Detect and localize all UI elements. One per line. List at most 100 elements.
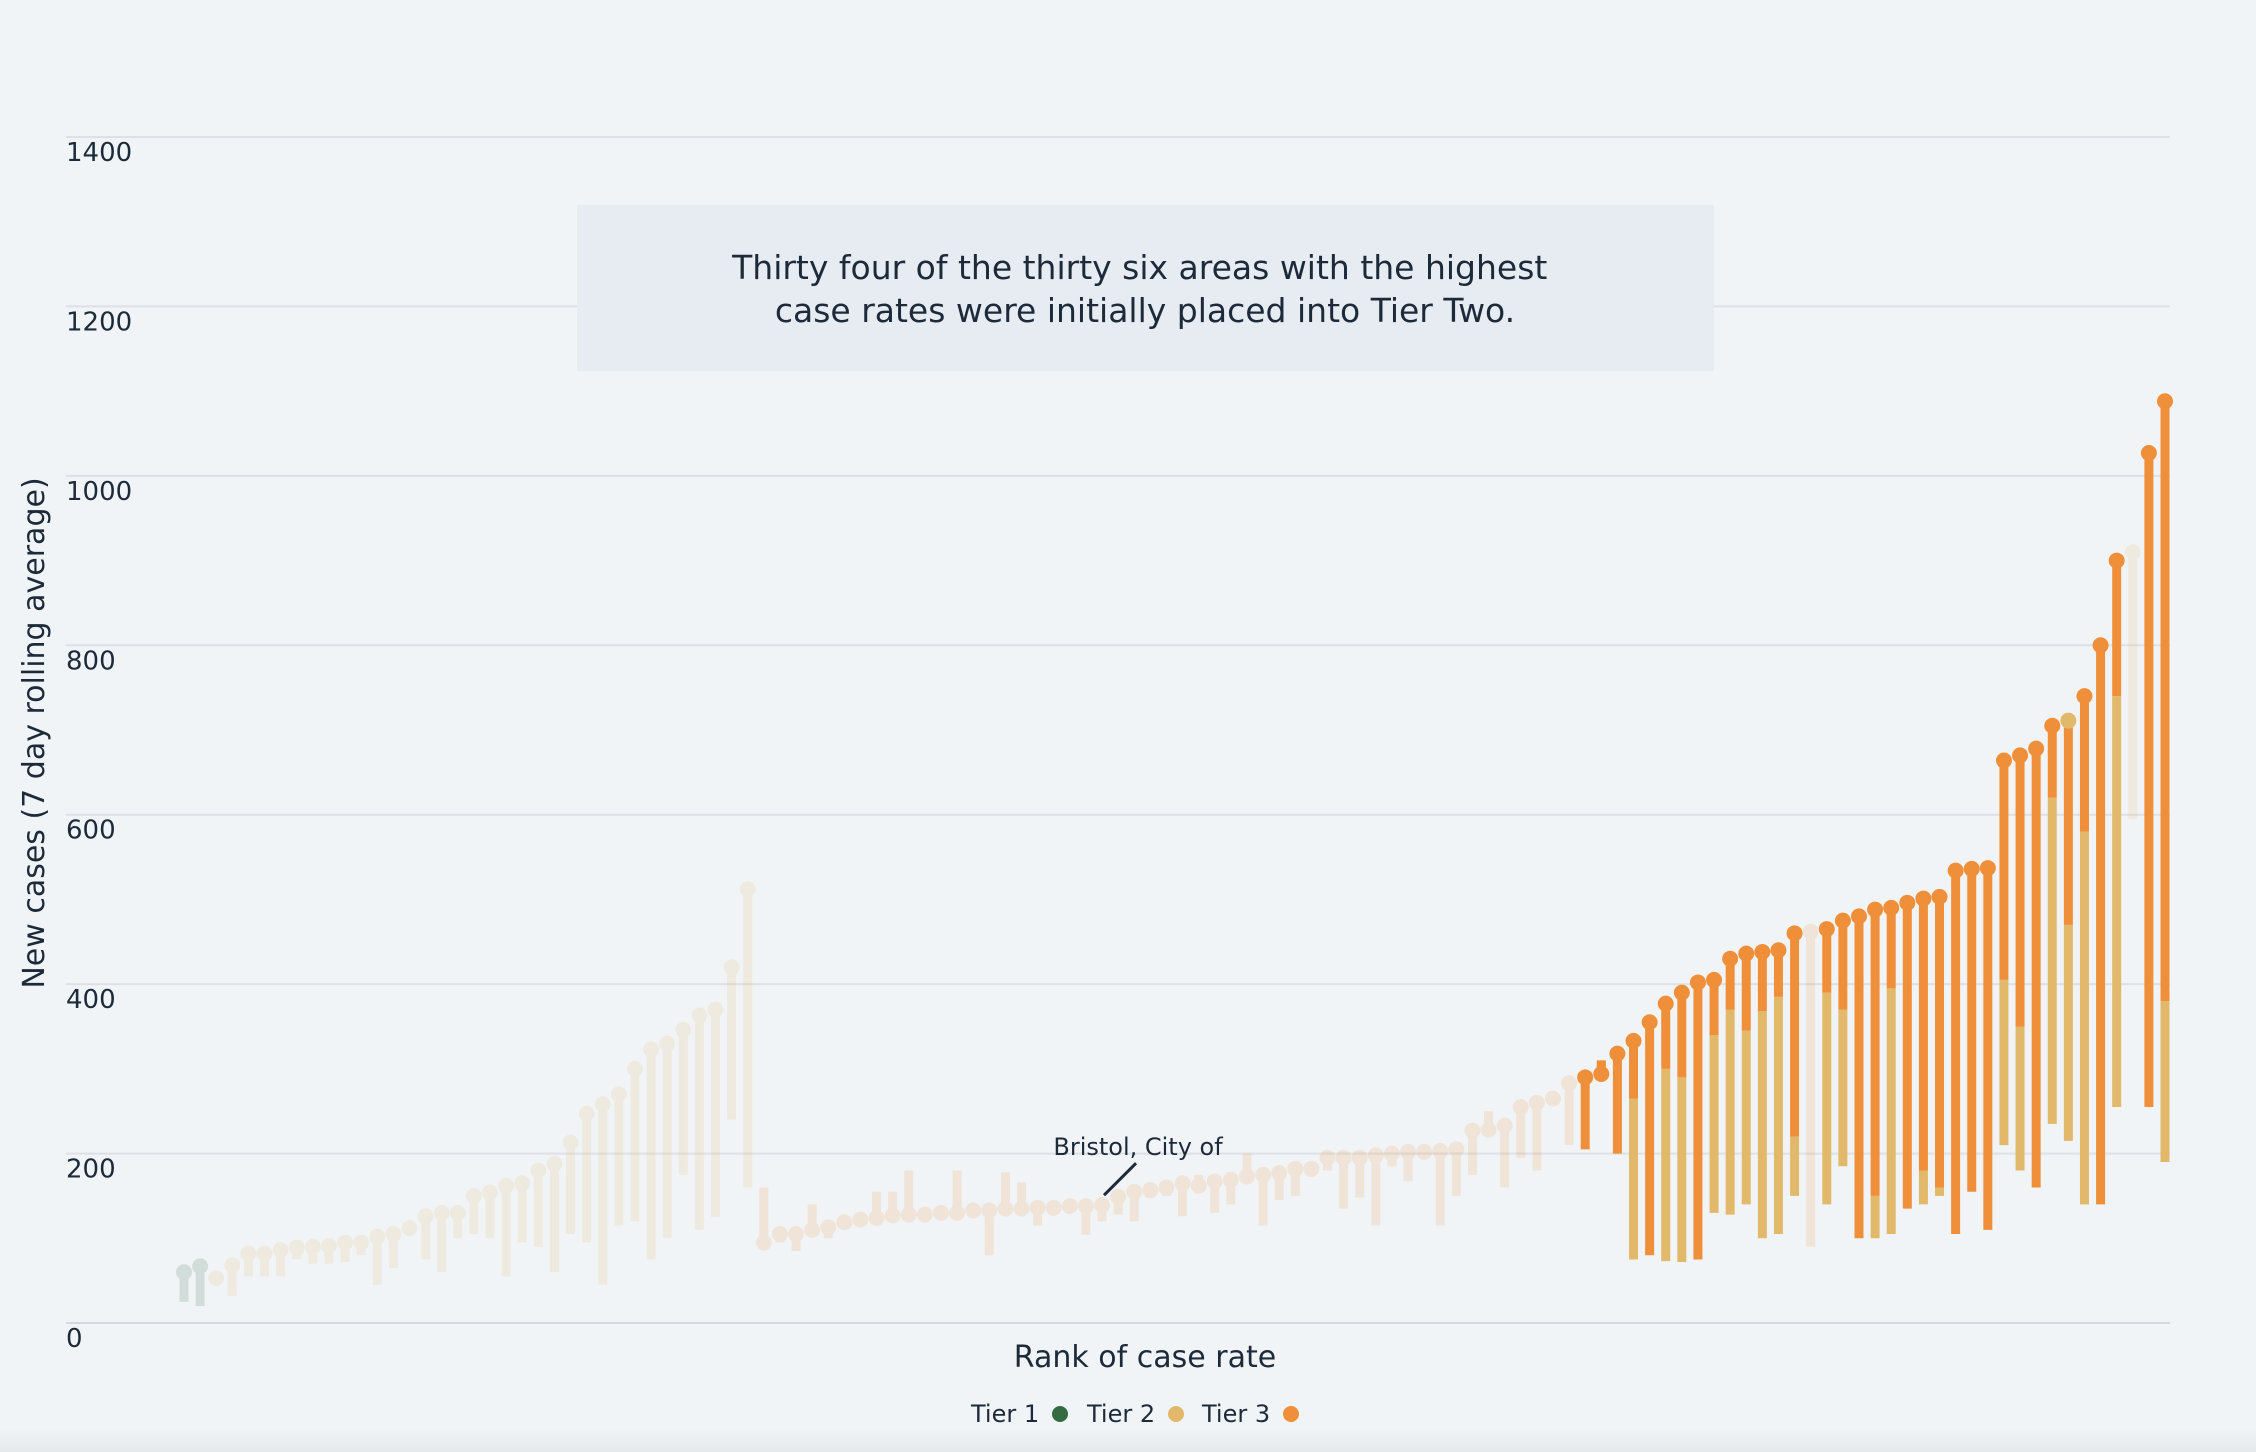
area-mark [1174,1175,1191,1217]
x-axis-title: Rank of case rate [1014,1340,1276,1375]
area-mark [1625,1032,1642,1260]
data-point [1915,890,1932,907]
area-mark [1400,1143,1417,1182]
area-mark [353,1234,370,1256]
area-mark [1544,1090,1561,1107]
data-point [1351,1149,1368,1166]
data-point [610,1086,627,1103]
data-point [1963,860,1980,877]
area-mark [997,1172,1014,1217]
data-point [1512,1098,1529,1115]
area-mark [2076,688,2093,1205]
data-point [675,1021,692,1038]
data-point [401,1220,418,1237]
area-mark [1883,899,1900,1235]
area-mark [643,1041,660,1260]
area-mark [771,1226,788,1243]
annotation-line-2: case rates were initially placed into Ti… [775,291,1515,330]
data-point [240,1245,257,1262]
area-mark [401,1220,418,1237]
data-point [1416,1143,1433,1160]
area-mark [417,1208,434,1260]
area-mark [610,1086,627,1226]
data-point [1979,860,1996,877]
legend-label: Tier 3 [1201,1400,1270,1428]
data-point [562,1134,579,1151]
area-mark [1673,984,1690,1263]
data-point [1641,1014,1658,1031]
y-tick-label: 1400 [66,138,132,168]
data-point [1722,950,1739,967]
y-tick-label: 1000 [66,477,132,507]
area-mark [932,1204,949,1221]
area-mark [1077,1198,1094,1235]
area-mark [482,1184,499,1239]
data-point [498,1177,515,1194]
area-mark [498,1177,515,1277]
data-point [2157,393,2173,410]
area-mark [1834,912,1851,1167]
area-mark [1013,1182,1030,1217]
area-mark [1287,1160,1304,1196]
data-point [514,1175,531,1192]
y-tick-label: 400 [66,985,116,1015]
data-point [449,1204,466,1221]
data-point [1126,1183,1143,1200]
data-point [1190,1177,1207,1194]
data-point [1786,925,1803,942]
data-point [2044,717,2061,734]
area-mark [1238,1153,1255,1185]
y-tick-label: 600 [66,816,116,846]
data-point [1995,752,2012,769]
area-mark [530,1162,547,1247]
data-point [1947,862,1964,879]
area-mark [1045,1199,1062,1216]
data-point [965,1202,982,1219]
point-label-connector [1102,1162,1138,1197]
annotation-text: Thirty four of the thirty six areas with… [731,248,1558,330]
data-point [1657,995,1674,1012]
area-mark [1383,1145,1400,1167]
area-mark [804,1204,821,1238]
area-mark [240,1245,257,1277]
area-mark [626,1060,643,1222]
area-mark [1126,1183,1143,1222]
y-tick-label: 200 [66,1155,116,1185]
data-point [594,1096,611,1113]
area-mark [2108,552,2125,1107]
area-mark [2140,444,2157,1107]
area-mark [981,1202,998,1256]
data-point [1206,1173,1223,1190]
area-mark [1963,860,1980,1192]
y-tick-label: 800 [66,646,116,676]
area-mark [836,1214,853,1231]
data-point [1303,1160,1320,1177]
area-mark [1110,1188,1127,1215]
area-mark [1818,921,1835,1205]
area-mark [1142,1181,1159,1198]
area-mark [1158,1179,1175,1196]
area-mark [433,1204,450,1273]
data-point [916,1206,933,1223]
data-point [1094,1197,1111,1214]
data-point [1174,1175,1191,1192]
data-point [981,1202,998,1219]
point-label-text: Bristol, City of [1053,1133,1223,1161]
area-mark [1528,1094,1545,1171]
area-mark [1899,894,1916,1209]
data-point [369,1228,386,1245]
area-mark [304,1238,321,1264]
area-mark [224,1257,241,1296]
area-mark [2092,637,2109,1205]
data-point [1706,971,1723,988]
data-point [1867,901,1884,918]
data-point [659,1035,676,1052]
area-mark [1367,1147,1384,1226]
data-point [1561,1075,1578,1092]
data-point [2076,688,2093,705]
area-mark [288,1239,305,1260]
area-mark [1689,974,1706,1260]
area-mark [1641,1014,1658,1256]
data-point [1029,1199,1046,1216]
